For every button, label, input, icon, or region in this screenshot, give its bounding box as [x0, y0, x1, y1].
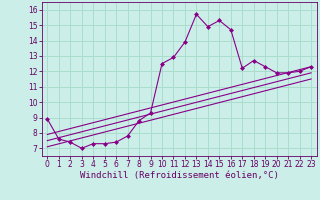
X-axis label: Windchill (Refroidissement éolien,°C): Windchill (Refroidissement éolien,°C)	[80, 171, 279, 180]
